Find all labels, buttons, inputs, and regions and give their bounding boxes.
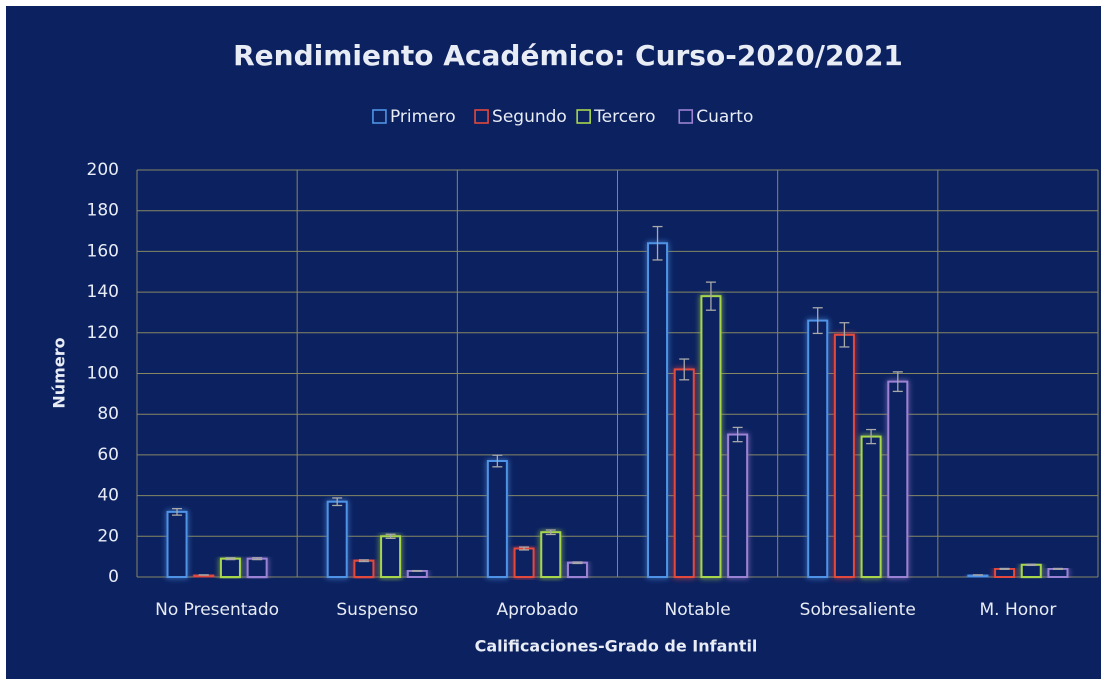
bar	[353, 559, 375, 578]
y-tick-label: 40	[97, 486, 119, 506]
bar	[219, 557, 241, 578]
legend-swatch	[372, 109, 387, 124]
x-tick-label: M. Honor	[980, 600, 1057, 620]
x-tick-label: Aprobado	[496, 600, 578, 620]
bar	[727, 433, 749, 578]
error-bar	[652, 225, 663, 261]
bar	[486, 460, 508, 579]
error-bar	[999, 567, 1010, 570]
legend-label: Tercero	[593, 107, 655, 127]
y-tick-label: 0	[108, 567, 119, 587]
x-tick-label: No Presentado	[155, 600, 279, 620]
error-bar	[892, 371, 903, 393]
legend-swatch	[474, 109, 489, 124]
bar	[860, 435, 882, 578]
chart-title: Rendimiento Académico: Curso-2020/2021	[233, 39, 903, 72]
bar	[566, 561, 588, 579]
error-bar	[572, 561, 583, 565]
error-bar	[839, 322, 850, 348]
error-bar	[679, 358, 690, 381]
bar	[246, 557, 268, 578]
error-bar	[812, 307, 823, 335]
x-tick-label: Notable	[664, 600, 730, 620]
error-bar	[385, 533, 396, 539]
y-tick-label: 160	[87, 241, 119, 261]
y-tick-label: 120	[87, 323, 119, 343]
bar	[380, 535, 402, 578]
error-bar	[519, 546, 530, 551]
y-tick-label: 140	[87, 282, 119, 302]
bar	[540, 531, 562, 578]
error-bar	[172, 507, 183, 516]
error-bar	[332, 497, 343, 507]
error-bar	[252, 557, 263, 561]
bar	[513, 547, 535, 579]
y-tick-label: 200	[87, 160, 119, 180]
error-bar	[705, 281, 716, 311]
x-tick-label: Sobresaliente	[800, 600, 916, 620]
bar	[807, 319, 829, 578]
legend-swatch	[576, 109, 591, 124]
bar	[1020, 563, 1042, 578]
error-bar	[866, 428, 877, 445]
x-tick-label: Suspenso	[336, 600, 418, 620]
bar	[1047, 567, 1069, 578]
error-bar	[732, 426, 743, 443]
bar	[166, 510, 188, 579]
legend-swatch	[678, 109, 694, 124]
y-axis-title: Número	[50, 337, 69, 408]
error-bar	[1026, 563, 1037, 567]
bar	[887, 380, 909, 579]
y-tick-label: 20	[97, 526, 119, 546]
bar	[994, 567, 1016, 578]
y-tick-label: 60	[97, 445, 119, 465]
error-bar	[412, 569, 423, 572]
legend-label: Segundo	[492, 107, 567, 127]
error-bar	[358, 559, 369, 563]
y-tick-label: 180	[87, 201, 119, 221]
error-bar	[545, 529, 556, 536]
legend-label: Cuarto	[696, 107, 753, 127]
bar	[326, 500, 348, 578]
bar	[673, 368, 695, 578]
error-bar	[492, 454, 503, 468]
y-tick-label: 100	[87, 364, 119, 384]
bar	[700, 295, 722, 578]
x-axis-title: Calificaciones-Grado de Infantil	[475, 637, 758, 656]
error-bar	[225, 557, 236, 561]
error-bar	[1052, 567, 1063, 570]
legend-label: Primero	[390, 107, 456, 127]
y-tick-label: 80	[97, 404, 119, 424]
legend: Primero Segundo Tercero Cuarto	[372, 107, 753, 127]
bar	[647, 242, 669, 578]
bar	[833, 333, 855, 578]
